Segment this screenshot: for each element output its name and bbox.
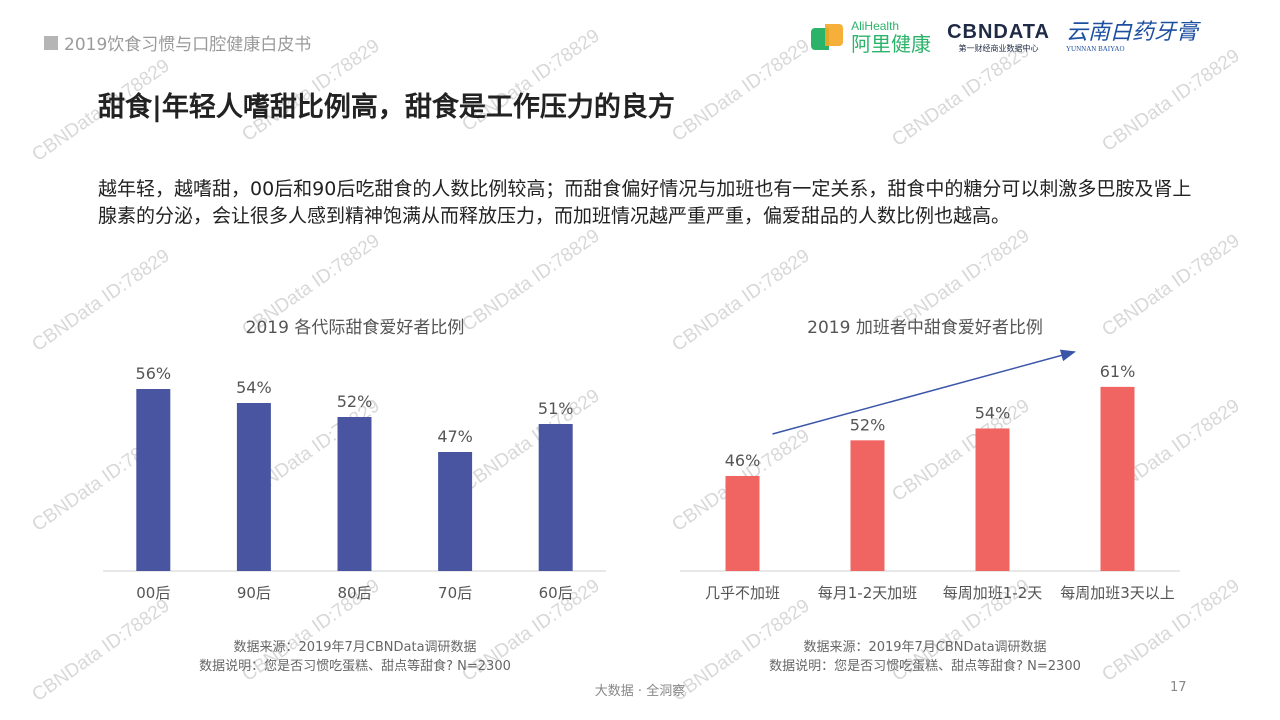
chart1-value-label: 47% (437, 427, 473, 446)
yunnan-baiyao-logo: 云南白药牙膏 YUNNAN BAIYAO (1065, 19, 1198, 53)
chart1-category-label: 60后 (539, 584, 573, 602)
alihealth-mark-icon (811, 20, 845, 54)
trend-arrow-icon (772, 349, 1076, 435)
report-tag-text: 2019饮食习惯与口腔健康白皮书 (64, 35, 312, 55)
cbndata-logo-text: CBNDATA (947, 20, 1050, 43)
chart1-desc-note: 数据说明：您是否习惯吃蛋糕、甜点等甜食? N=2300 (199, 659, 511, 674)
chart1-value-label: 54% (236, 378, 272, 397)
chart2-category-label: 每周加班3天以上 (1060, 584, 1175, 602)
chart1-title: 2019 各代际甜食爱好者比例 (245, 318, 465, 338)
chart1-value-label: 52% (337, 392, 373, 411)
chart1-bar (136, 389, 171, 571)
page-title: 甜食|年轻人嗜甜比例高，甜食是工作压力的良方 (98, 92, 675, 123)
chart2-source-note: 数据来源：2019年7月CBNData调研数据 (803, 640, 1047, 655)
footer-slogan: 大数据 · 全洞察 (594, 684, 686, 699)
tag-square-icon (44, 35, 58, 50)
chart2-bar (1100, 386, 1135, 571)
chart2-bar (850, 440, 885, 571)
page-number: 17 (1170, 680, 1187, 695)
chart1-value-label: 56% (136, 364, 172, 383)
alihealth-logo-zh: 阿里健康 (851, 32, 932, 56)
chart2-value-label: 54% (975, 403, 1011, 422)
chart2-category-label: 几乎不加班 (705, 584, 780, 602)
chart2-title: 2019 加班者中甜食爱好者比例 (807, 318, 1043, 338)
chart1-bar (438, 452, 473, 571)
cbndata-logo: CBNDATA 第一财经商业数据中心 (947, 22, 1050, 53)
yunnan-logo-zh: 云南白药牙膏 (1065, 19, 1198, 45)
chart1-bar (538, 424, 573, 571)
report-tag: 2019饮食习惯与口腔健康白皮书 (44, 30, 311, 55)
chart1-value-label: 51% (538, 399, 574, 418)
chart2-value-label: 46% (725, 451, 761, 470)
chart1-notes: 数据来源：2019年7月CBNData调研数据 数据说明：您是否习惯吃蛋糕、甜点… (120, 638, 590, 676)
chart1-category-label: 90后 (237, 584, 271, 602)
chart1-source-note: 数据来源：2019年7月CBNData调研数据 (233, 640, 477, 655)
chart2-desc-note: 数据说明：您是否习惯吃蛋糕、甜点等甜食? N=2300 (769, 659, 1081, 674)
chart2-category-label: 每周加班1-2天 (943, 584, 1043, 602)
chart2-value-label: 61% (1100, 362, 1136, 381)
chart1-category-label: 70后 (438, 584, 472, 602)
chart2-notes: 数据来源：2019年7月CBNData调研数据 数据说明：您是否习惯吃蛋糕、甜点… (690, 638, 1160, 676)
chart2-bar (975, 428, 1010, 571)
alihealth-logo-en: AliHealth (851, 19, 900, 33)
chart1-bar (236, 403, 271, 571)
alihealth-logo: AliHealth 阿里健康 (811, 20, 931, 54)
partner-logos: AliHealth 阿里健康 CBNDATA 第一财经商业数据中心 云南白药牙膏… (811, 20, 1198, 54)
chart2-value-label: 52% (850, 415, 886, 434)
cbndata-logo-sub: 第一财经商业数据中心 (958, 43, 1039, 53)
chart1-category-label: 80后 (337, 584, 371, 602)
chart2-bar (725, 475, 760, 571)
chart1-bar (337, 417, 372, 571)
chart1-category-label: 00后 (136, 584, 170, 602)
chart2-category-label: 每月1-2天加班 (818, 584, 918, 602)
page-description: 越年轻，越嗜甜，00后和90后吃甜食的人数比例较高；而甜食偏好情况与加班也有一定… (98, 178, 1192, 227)
yunnan-logo-en: YUNNAN BAIYAO (1065, 44, 1125, 53)
